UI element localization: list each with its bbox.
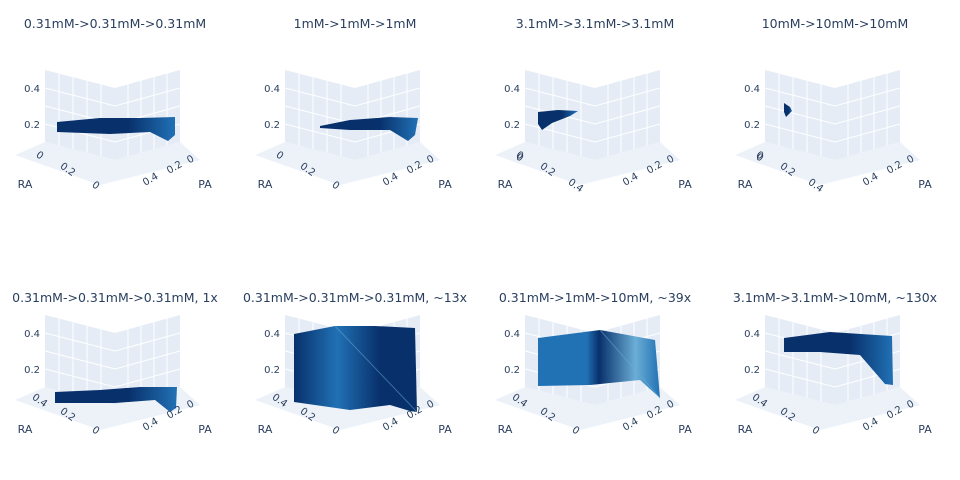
pa-axis-title: PA — [918, 423, 932, 436]
ra-axis-title: RA — [258, 423, 273, 436]
pa-axis-title: PA — [918, 178, 932, 191]
surface-mark — [538, 110, 578, 130]
ra-axis-title: RA — [498, 178, 513, 191]
pa-axis-title: PA — [678, 423, 692, 436]
surface-mark — [784, 332, 893, 385]
plot-title: 0.31mM->0.31mM->0.31mM — [24, 16, 206, 31]
pa-tick-label: 0 — [185, 398, 196, 411]
surface-seam — [334, 325, 418, 413]
surface-mark — [538, 330, 660, 398]
plot-panel: 0.31mM->0.31mM->0.31mM0.20.400.20RA00.20… — [15, 16, 212, 192]
plot-title: 10mM->10mM->10mM — [762, 16, 909, 31]
z-tick-label: 0.4 — [504, 329, 520, 340]
pa-axis-title: PA — [678, 178, 692, 191]
plot-title: 0.31mM->0.31mM->0.31mM, 1x — [12, 290, 218, 305]
grid-line — [44, 87, 181, 107]
pa-tick-label: 0 — [185, 153, 196, 166]
z-tick-label: 0.2 — [24, 365, 40, 376]
surface-mark — [55, 387, 177, 412]
ra-axis-title: RA — [498, 423, 513, 436]
z-tick-label: 0 — [754, 152, 766, 165]
pa-axis-title: PA — [198, 423, 212, 436]
z-tick-label: 0.2 — [504, 120, 520, 131]
surface-mark — [294, 326, 417, 412]
scene-floor — [255, 142, 440, 185]
ra-tick-label: 0 — [330, 425, 342, 438]
pa-tick-label: 0 — [905, 153, 916, 166]
grid-line — [764, 123, 901, 143]
grid-line — [44, 350, 181, 370]
z-tick-label: 0.4 — [744, 329, 760, 340]
z-tick-label: 0.4 — [24, 329, 40, 340]
ra-tick-label: 0 — [34, 150, 46, 163]
plot-panel: 3.1mM->3.1mM->10mM, ~130x0.20.40.40.20RA… — [733, 290, 937, 437]
z-tick-label: 0.4 — [744, 84, 760, 95]
z-tick-label: 0.4 — [504, 84, 520, 95]
ra-axis-title: RA — [18, 178, 33, 191]
scene-floor — [495, 387, 680, 430]
z-tick-label: 0.2 — [24, 120, 40, 131]
ra-tick-label: 0 — [514, 150, 526, 163]
pa-tick-label: 0 — [905, 398, 916, 411]
pa-tick-label: 0 — [425, 153, 436, 166]
z-tick-label: 0.4 — [264, 329, 280, 340]
ra-axis-title: RA — [738, 423, 753, 436]
grid-line — [524, 87, 661, 107]
pa-axis-title: PA — [438, 423, 452, 436]
scene-floor — [15, 142, 200, 185]
z-tick-label: 0.2 — [264, 120, 280, 131]
plot-panel: 0.31mM->1mM->10mM, ~39x0.20.40.40.20RA00… — [495, 290, 692, 437]
ra-tick-label: 0 — [754, 150, 766, 163]
pa-tick-label: 0 — [665, 153, 676, 166]
grid-line — [44, 332, 181, 352]
plot-panel: 3.1mM->3.1mM->3.1mM0.20.400.20.4RA00.20.… — [495, 16, 692, 195]
pa-axis-title: PA — [438, 178, 452, 191]
ra-tick-label: 0 — [810, 425, 822, 438]
ra-tick-label: 0 — [90, 180, 102, 193]
ra-tick-label: 0 — [90, 425, 102, 438]
ra-tick-label: 0 — [274, 150, 286, 163]
grid-line — [284, 87, 421, 107]
ra-axis-title: RA — [738, 178, 753, 191]
grid-line — [764, 87, 901, 107]
scene-floor — [495, 142, 680, 185]
z-tick-label: 0.2 — [504, 365, 520, 376]
ra-axis-title: RA — [258, 178, 273, 191]
ra-tick-label: 0 — [330, 180, 342, 193]
plot-panel: 0.31mM->0.31mM->0.31mM, 1x0.20.40.40.20R… — [12, 290, 218, 437]
z-tick-label: 0.4 — [24, 84, 40, 95]
surface-seam — [599, 329, 661, 399]
scene-floor — [735, 142, 920, 185]
grid-line — [524, 123, 661, 143]
plot-title: 0.31mM->0.31mM->0.31mM, ~13x — [243, 290, 467, 305]
scene-floor — [735, 387, 920, 430]
ra-axis-title: RA — [18, 423, 33, 436]
plot-title: 3.1mM->3.1mM->10mM, ~130x — [733, 290, 937, 305]
plot-panel: 0.31mM->0.31mM->0.31mM, ~13x0.20.40.40.2… — [243, 290, 467, 437]
plot-title: 1mM->1mM->1mM — [294, 16, 417, 31]
pa-tick-label: 0 — [425, 398, 436, 411]
z-tick-label: 0 — [514, 152, 526, 165]
pa-axis-title: PA — [198, 178, 212, 191]
z-tick-label: 0.2 — [264, 365, 280, 376]
surface-mark — [784, 103, 792, 117]
pa-tick-label: 0 — [665, 398, 676, 411]
plot-title: 0.31mM->1mM->10mM, ~39x — [499, 290, 691, 305]
z-tick-label: 0.2 — [744, 120, 760, 131]
surface-mark — [57, 117, 175, 141]
grid-line — [44, 368, 181, 388]
plot-title: 3.1mM->3.1mM->3.1mM — [516, 16, 675, 31]
surface-mark — [320, 117, 418, 141]
z-tick-label: 0.4 — [264, 84, 280, 95]
ra-tick-label: 0 — [570, 425, 582, 438]
z-tick-label: 0.2 — [744, 365, 760, 376]
